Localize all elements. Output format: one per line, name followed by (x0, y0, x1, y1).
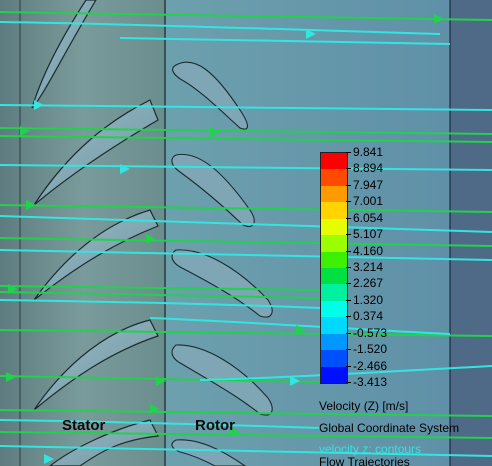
flow-trajectories-label: Flow Trajectories (319, 455, 410, 466)
colorbar-tick (346, 184, 351, 186)
streamline (0, 237, 492, 247)
colorbar-segment (321, 350, 347, 368)
flow-arrow (156, 376, 166, 386)
colorbar-segment (321, 185, 347, 203)
colorbar-value: 6.054 (353, 210, 384, 225)
flow-arrow (306, 29, 316, 39)
colorbar-value: 8.894 (353, 161, 384, 176)
flow-arrow (210, 127, 220, 137)
streamline (0, 291, 321, 299)
flow-arrow (146, 234, 156, 244)
colorbar-tick (346, 316, 351, 318)
plot-type-label: velocity z: contours (319, 442, 422, 456)
streamline (0, 127, 492, 135)
colorbar-tick (346, 382, 351, 383)
colorbar-segment (321, 153, 347, 170)
stator-label: Stator (62, 417, 106, 434)
colorbar-segment (321, 218, 347, 236)
flow-arrow (230, 427, 240, 437)
flow-arrow (120, 164, 130, 174)
colorbar-value: 7.001 (353, 194, 384, 209)
colorbar-segment (321, 366, 347, 384)
streamline (0, 135, 492, 143)
colorbar (320, 152, 348, 384)
colorbar-segment (321, 268, 347, 285)
colorbar-value: -1.520 (353, 342, 388, 357)
streamline (0, 419, 321, 429)
colorbar-value: -2.466 (353, 358, 388, 373)
colorbar-tick (346, 299, 351, 301)
colorbar-segment (321, 251, 347, 269)
colorbar-tick (346, 168, 351, 170)
flow-arrow (6, 372, 16, 382)
rotor-blade (171, 439, 246, 466)
rotor-region (166, 0, 450, 466)
colorbar-tick (346, 152, 351, 153)
colorbar-value: 0.374 (353, 309, 384, 324)
streamline (0, 409, 492, 417)
colorbar-value: 3.214 (353, 260, 384, 274)
stator-blade (31, 0, 97, 109)
colorbar-tick (346, 267, 351, 268)
streamline (0, 445, 492, 457)
colorbar-tick (346, 234, 351, 236)
flow-arrow (290, 376, 300, 386)
streamline (0, 249, 492, 261)
outlet-strip (450, 0, 492, 466)
colorbar-tick (346, 250, 351, 252)
flow-arrow (296, 325, 306, 335)
rotor-blade (171, 249, 273, 318)
streamline (0, 204, 492, 213)
streamline (0, 285, 321, 291)
flow-arrow (150, 404, 160, 414)
colorbar-tick (346, 201, 351, 203)
colorbar-value: 9.841 (353, 145, 384, 159)
colorbar-tick (346, 217, 351, 219)
colorbar-value: 1.320 (353, 292, 384, 307)
colorbar-value: 5.107 (353, 227, 384, 242)
colorbar-value: 4.160 (353, 243, 384, 258)
colorbar-segment (321, 333, 347, 351)
colorbar-value: -3.413 (353, 375, 388, 389)
flow-arrows (6, 14, 444, 464)
streamline (0, 375, 321, 383)
colorbar-value: 2.267 (353, 276, 384, 291)
colorbar-value: 7.947 (353, 177, 384, 192)
coordinate-system-label: Global Coordinate System (319, 421, 460, 435)
colorbar-segment (321, 235, 347, 253)
streamline (149, 317, 451, 335)
streamline (0, 11, 492, 21)
colorbar-tick (346, 332, 351, 334)
flow-arrow (26, 200, 36, 210)
rotor-label: Rotor (195, 417, 235, 434)
streamline (0, 299, 321, 309)
streamline (0, 164, 492, 171)
colorbar-segment (321, 300, 347, 318)
stator-blade (49, 419, 159, 466)
streamline (0, 329, 492, 337)
colorbar-segment (321, 169, 347, 187)
streamline (0, 104, 492, 111)
flow-arrow (8, 284, 18, 294)
quantity-label: Velocity (Z) [m/s] (319, 399, 409, 413)
streamline (119, 37, 451, 45)
colorbar-tick (346, 283, 351, 285)
rotor-blade (172, 61, 249, 130)
flow-arrow (34, 100, 44, 110)
flow-arrow (20, 126, 30, 136)
colorbar-value: -0.573 (353, 325, 388, 340)
streamline (0, 21, 441, 35)
streamline (0, 215, 492, 233)
flow-arrow (44, 454, 54, 464)
colorbar-segment (321, 317, 347, 335)
colorbar-segment (321, 202, 347, 220)
flow-trajectories (0, 11, 492, 457)
colorbar-tick (346, 349, 351, 351)
flow-arrow (434, 14, 444, 24)
colorbar-segment (321, 284, 347, 302)
colorbar-tick (346, 365, 351, 367)
